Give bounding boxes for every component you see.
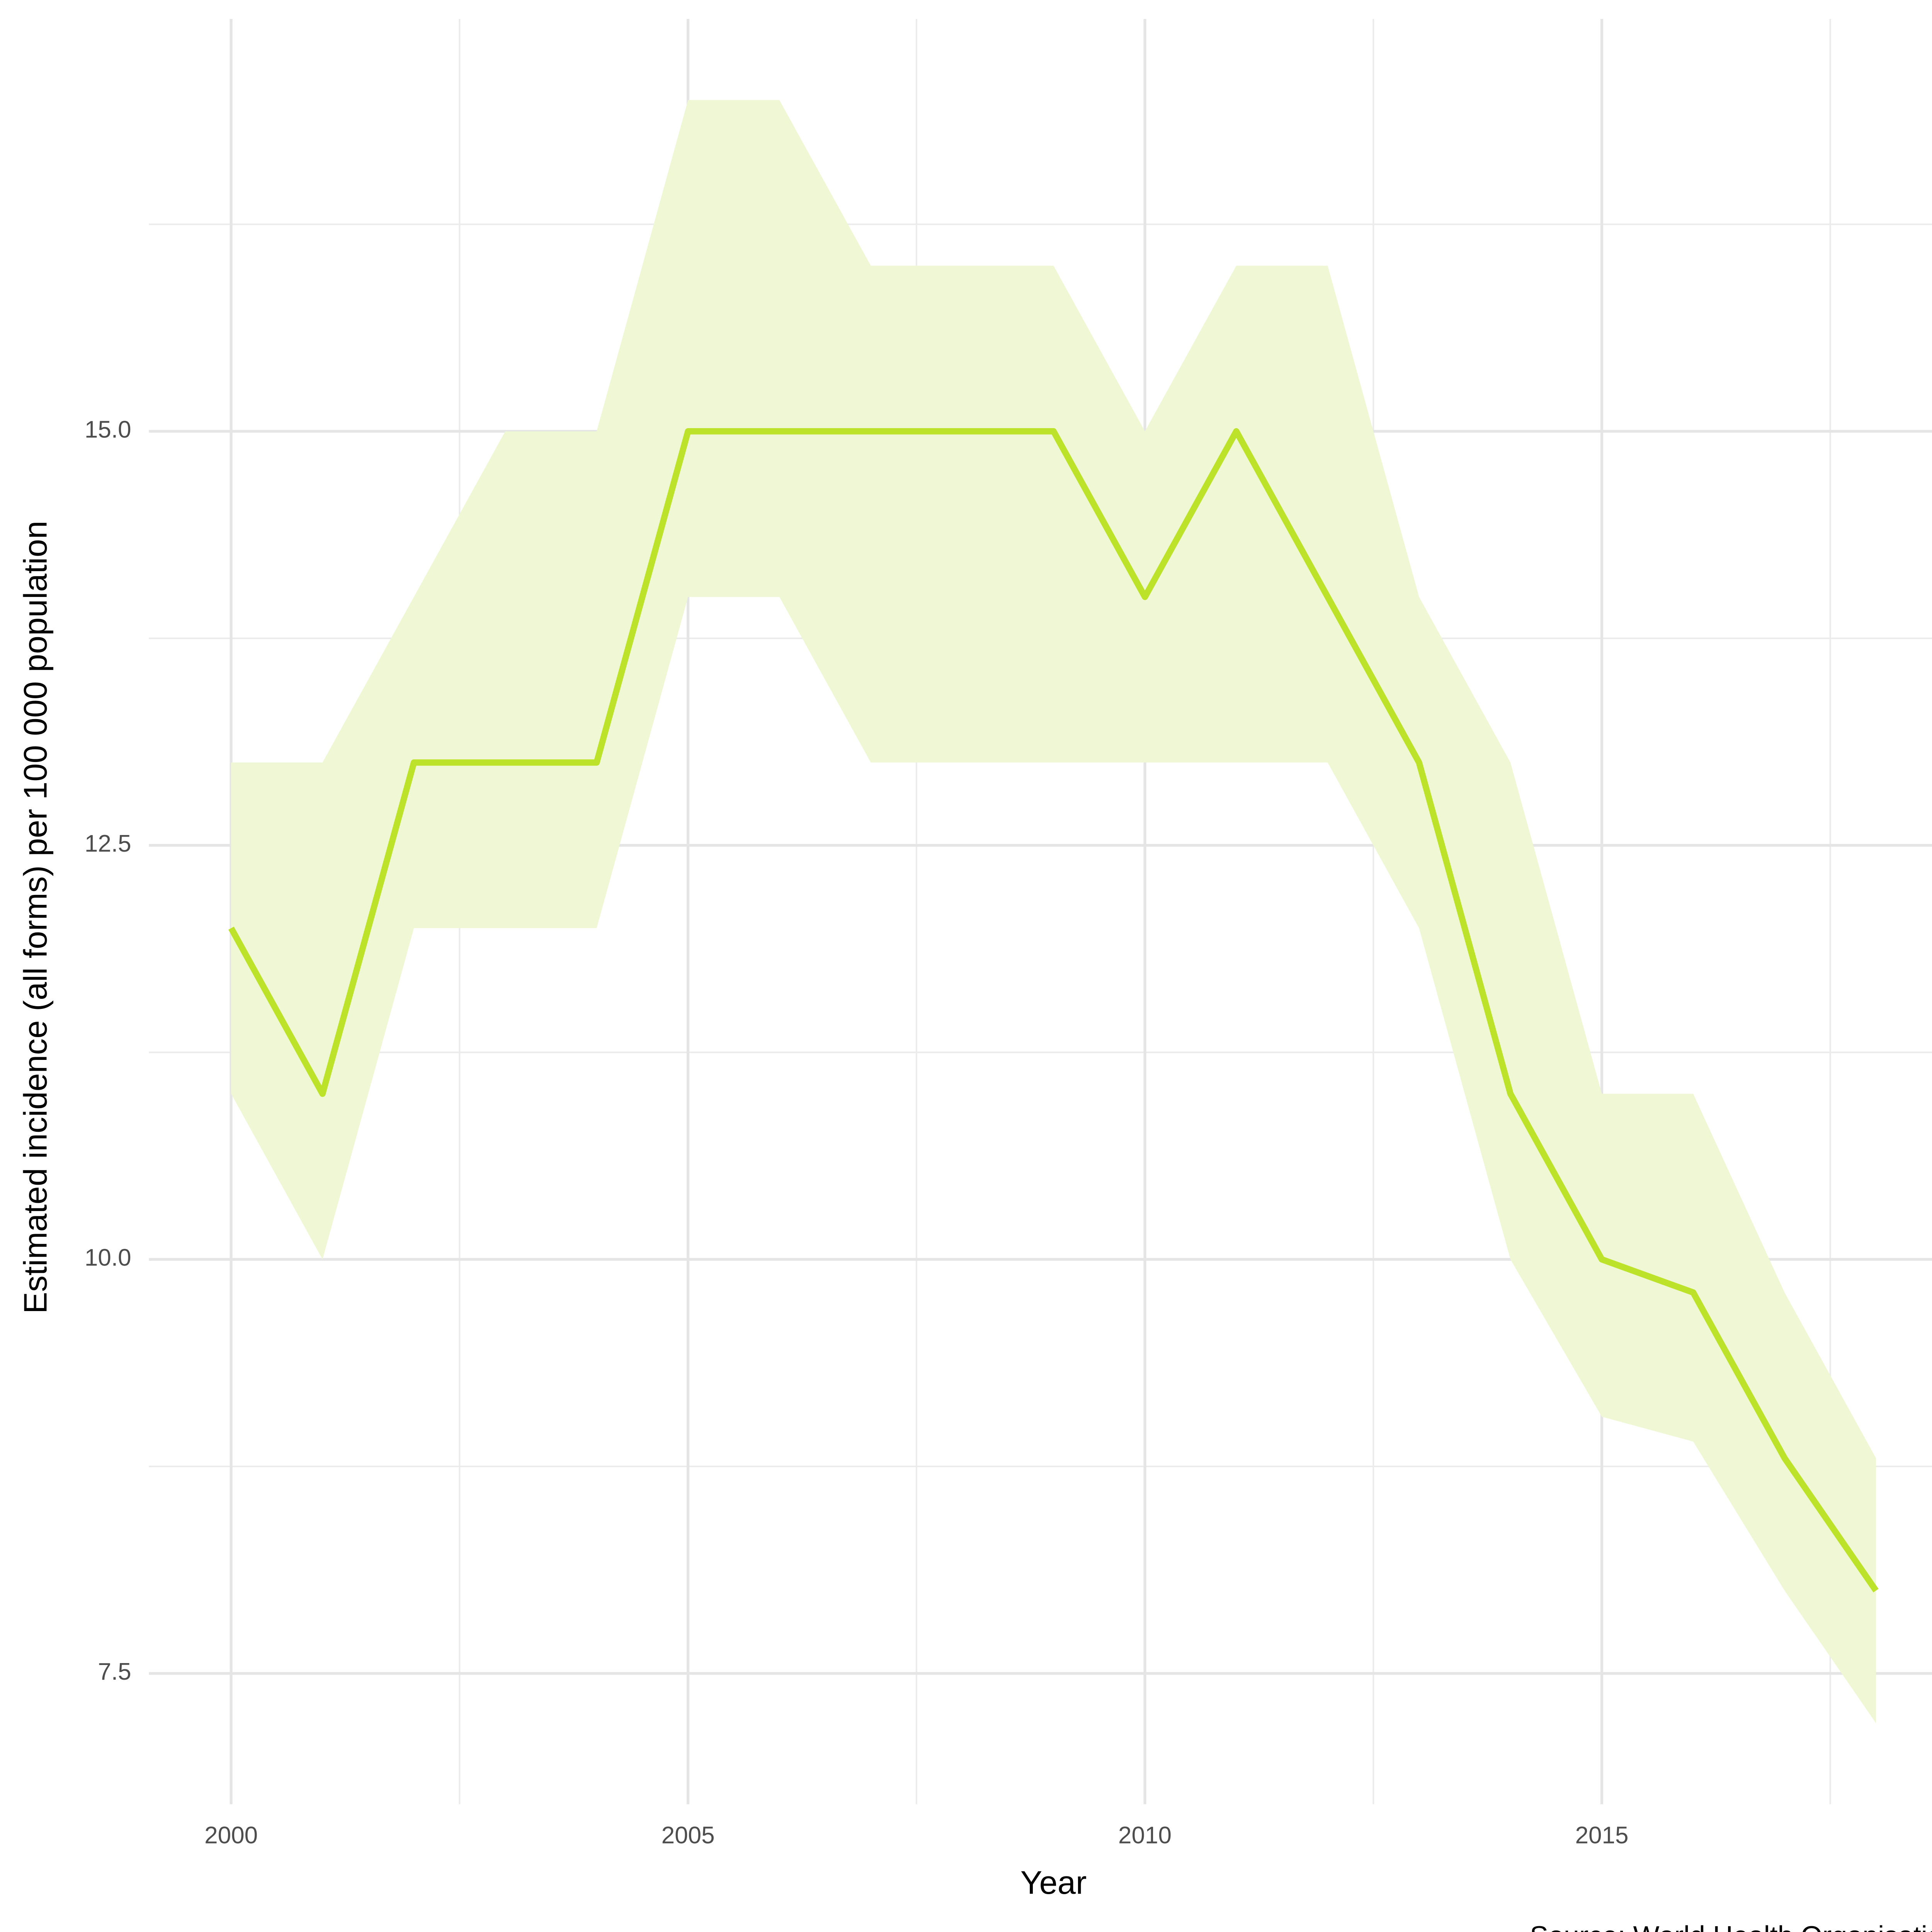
caption: Source: World Health Organisation bbox=[1530, 1920, 1932, 1932]
plot-area bbox=[228, 100, 1879, 1723]
x-tick-label: 2005 bbox=[662, 1822, 715, 1849]
line bbox=[228, 428, 1879, 1593]
y-tick-label: 12.5 bbox=[85, 830, 131, 857]
y-axis-title: Estimated incidence (all forms) per 100 … bbox=[17, 521, 53, 1314]
x-axis-title: Year bbox=[1020, 1864, 1087, 1901]
x-tick-label: 2010 bbox=[1118, 1822, 1172, 1849]
confidence-band bbox=[231, 100, 1876, 1723]
y-tick-label: 10.0 bbox=[85, 1245, 131, 1271]
x-tick-label: 2000 bbox=[204, 1822, 258, 1849]
y-tick-label: 7.5 bbox=[98, 1658, 131, 1685]
x-tick-label: 2015 bbox=[1575, 1822, 1628, 1849]
grid bbox=[149, 19, 1932, 1804]
y-tick-label: 15.0 bbox=[85, 417, 131, 443]
